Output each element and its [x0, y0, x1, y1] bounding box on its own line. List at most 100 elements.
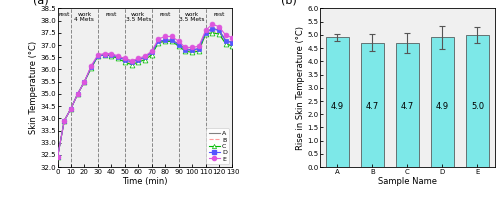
E — [156, 38, 162, 40]
B — [182, 49, 188, 51]
A — [122, 57, 128, 60]
B — [115, 57, 121, 60]
A — [202, 32, 208, 34]
C — [82, 80, 87, 83]
A — [95, 55, 101, 57]
C — [142, 59, 148, 61]
D — [162, 39, 168, 41]
E — [108, 52, 114, 55]
D — [223, 40, 229, 43]
B — [102, 54, 107, 56]
D — [142, 56, 148, 59]
D — [54, 156, 60, 159]
E — [128, 60, 134, 62]
Text: rest: rest — [58, 12, 70, 17]
A — [136, 59, 141, 61]
E — [95, 54, 101, 56]
Line: D: D — [55, 27, 235, 160]
Bar — [361, 43, 384, 167]
A — [82, 80, 87, 83]
B — [230, 44, 235, 46]
E — [102, 52, 107, 55]
C — [189, 51, 195, 54]
E — [210, 23, 216, 25]
E — [74, 93, 80, 95]
B — [88, 67, 94, 69]
E — [54, 156, 60, 159]
D — [169, 39, 175, 41]
B — [82, 80, 87, 83]
A — [74, 93, 80, 95]
B — [54, 156, 60, 159]
E — [189, 46, 195, 49]
A — [142, 56, 148, 59]
C — [128, 63, 134, 66]
D — [230, 41, 235, 44]
B — [169, 40, 175, 43]
C — [88, 67, 94, 69]
A — [148, 51, 154, 54]
B — [122, 60, 128, 62]
D — [216, 29, 222, 32]
Bar — [466, 35, 489, 167]
B — [108, 55, 114, 57]
B — [216, 32, 222, 34]
A — [182, 47, 188, 50]
A — [196, 47, 202, 50]
C — [95, 55, 101, 57]
D — [210, 28, 216, 30]
A — [162, 39, 168, 41]
Text: 4.7: 4.7 — [366, 102, 379, 111]
Line: A: A — [58, 28, 233, 157]
D — [115, 56, 121, 59]
C — [136, 61, 141, 63]
A — [210, 27, 216, 29]
B — [128, 62, 134, 65]
Line: E: E — [55, 22, 235, 160]
Text: (b): (b) — [282, 0, 297, 5]
B — [148, 52, 154, 55]
E — [115, 55, 121, 57]
B — [156, 41, 162, 44]
A — [88, 66, 94, 68]
C — [102, 54, 107, 56]
A — [176, 43, 182, 45]
D — [196, 47, 202, 50]
C — [210, 32, 216, 34]
C — [223, 43, 229, 45]
D — [136, 59, 141, 61]
Text: 5.0: 5.0 — [471, 102, 484, 111]
A — [128, 60, 134, 62]
D — [74, 93, 80, 95]
Text: work
3.5 Mets: work 3.5 Mets — [180, 12, 205, 22]
C — [115, 57, 121, 60]
Text: work
4 Mets: work 4 Mets — [74, 12, 94, 22]
A — [115, 56, 121, 59]
A — [68, 107, 74, 110]
E — [162, 35, 168, 38]
A — [169, 39, 175, 41]
B — [202, 34, 208, 37]
Legend: A, B, C, D, E: A, B, C, D, E — [206, 129, 230, 164]
C — [54, 156, 60, 159]
C — [162, 40, 168, 43]
E — [122, 57, 128, 60]
D — [82, 80, 87, 83]
D — [108, 54, 114, 56]
Y-axis label: Rise in Skin Temperature (°C): Rise in Skin Temperature (°C) — [296, 26, 304, 150]
B — [61, 120, 67, 122]
C — [202, 33, 208, 35]
B — [223, 43, 229, 45]
E — [176, 40, 182, 43]
A — [189, 49, 195, 51]
D — [176, 44, 182, 46]
B — [136, 60, 141, 62]
E — [61, 120, 67, 122]
Bar — [431, 37, 454, 167]
E — [68, 107, 74, 110]
A — [102, 54, 107, 56]
D — [156, 40, 162, 43]
A — [61, 120, 67, 122]
E — [142, 55, 148, 57]
X-axis label: Sample Name: Sample Name — [378, 177, 437, 186]
